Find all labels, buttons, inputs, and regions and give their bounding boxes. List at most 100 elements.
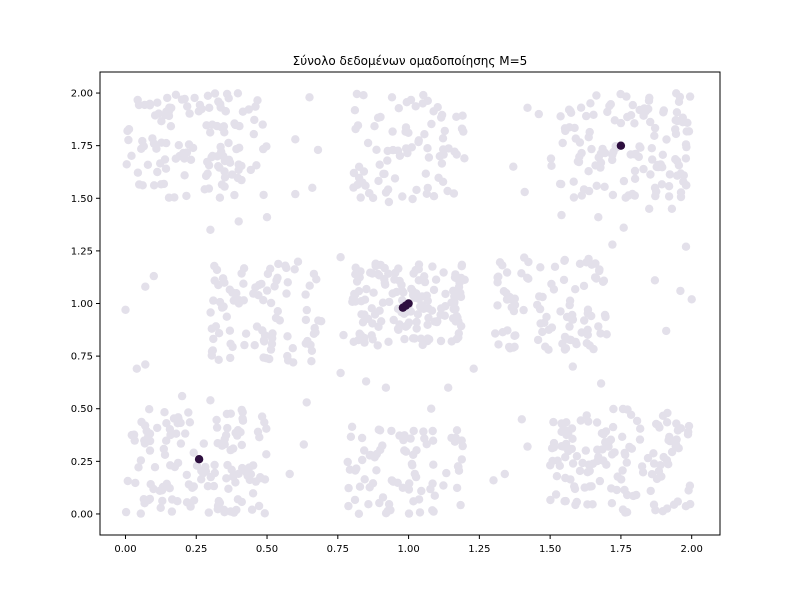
data-point <box>618 404 628 414</box>
data-point <box>608 190 618 200</box>
data-point <box>153 423 162 433</box>
data-points-layer <box>121 89 696 518</box>
data-point <box>520 187 529 197</box>
data-point <box>223 460 232 470</box>
data-point <box>671 116 680 125</box>
data-point <box>621 508 630 517</box>
data-point <box>415 508 425 517</box>
data-point <box>282 289 291 298</box>
data-point <box>233 89 243 98</box>
data-point <box>233 495 243 504</box>
data-point <box>136 456 146 465</box>
data-point <box>259 353 268 362</box>
data-point <box>422 189 431 198</box>
data-point <box>645 93 654 103</box>
data-point <box>210 460 219 470</box>
data-point <box>583 305 593 314</box>
data-point <box>681 154 691 163</box>
data-point <box>558 420 568 429</box>
data-point <box>452 150 461 159</box>
data-point <box>199 439 208 448</box>
data-point <box>403 148 412 158</box>
data-point <box>604 442 613 451</box>
data-point <box>253 427 263 436</box>
data-point <box>364 500 373 509</box>
x-tick-label: 0.50 <box>256 544 278 555</box>
data-point <box>561 344 571 353</box>
data-point <box>262 424 271 433</box>
data-point <box>299 440 308 449</box>
data-point <box>273 273 282 282</box>
data-point <box>672 89 681 98</box>
data-point <box>208 346 217 355</box>
data-point <box>683 118 692 128</box>
data-point <box>398 286 407 296</box>
y-tick-label: 0.25 <box>71 457 93 468</box>
data-point <box>270 282 279 291</box>
data-point <box>583 468 592 477</box>
data-point <box>565 300 574 310</box>
data-point <box>596 379 606 388</box>
data-point <box>273 307 282 316</box>
data-point <box>383 146 392 156</box>
data-point <box>662 418 672 427</box>
data-point <box>121 507 131 517</box>
data-point <box>669 500 679 509</box>
data-point <box>608 422 618 432</box>
data-point <box>584 254 593 264</box>
data-point <box>145 99 154 109</box>
data-point <box>584 167 593 176</box>
data-point <box>572 340 581 349</box>
data-point <box>351 270 360 279</box>
data-point <box>263 269 273 279</box>
data-point <box>439 481 448 490</box>
data-point <box>356 193 365 202</box>
data-point <box>220 173 230 182</box>
data-point <box>502 295 512 304</box>
data-point <box>375 160 384 169</box>
data-point <box>160 450 170 459</box>
data-point <box>628 100 637 110</box>
data-point <box>551 490 561 499</box>
data-point <box>553 456 562 465</box>
data-point <box>624 191 633 200</box>
data-point <box>439 145 448 154</box>
data-point <box>658 411 668 420</box>
data-point <box>579 281 589 291</box>
data-point <box>582 411 591 420</box>
data-point <box>590 273 600 282</box>
data-point <box>139 142 148 151</box>
data-point <box>517 415 526 424</box>
data-point <box>650 123 660 133</box>
data-point <box>163 93 172 103</box>
data-point <box>159 179 169 189</box>
data-point <box>189 448 198 457</box>
data-point <box>381 383 391 392</box>
data-point <box>595 266 604 276</box>
data-point <box>262 213 272 222</box>
data-point <box>533 300 542 310</box>
data-point <box>583 500 592 509</box>
data-point <box>224 138 233 148</box>
data-point <box>387 426 396 436</box>
data-point <box>366 450 375 460</box>
data-point <box>577 191 586 200</box>
data-point <box>592 91 601 100</box>
data-point <box>254 501 264 511</box>
data-point <box>372 145 381 154</box>
data-point <box>601 312 610 322</box>
data-point <box>224 484 233 493</box>
data-point <box>362 284 371 294</box>
data-point <box>442 468 451 478</box>
data-point <box>658 163 667 172</box>
data-point <box>317 317 326 326</box>
data-point <box>408 334 418 343</box>
data-point <box>212 415 221 425</box>
data-point <box>401 127 410 136</box>
data-point <box>200 185 209 194</box>
data-point <box>395 151 405 160</box>
data-point <box>587 311 596 321</box>
data-point <box>411 265 420 275</box>
data-point <box>582 111 591 121</box>
data-point <box>596 163 605 172</box>
